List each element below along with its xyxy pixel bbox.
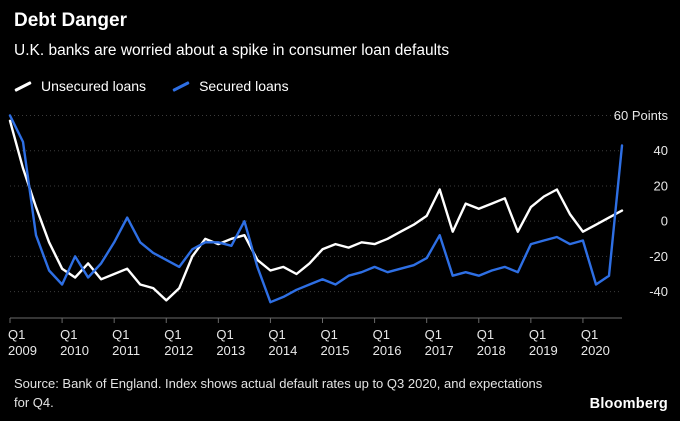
legend-item-unsecured-loans: Unsecured loans	[14, 78, 146, 94]
x-axis-label-year: 2014	[268, 343, 297, 358]
y-axis-label: 40	[654, 143, 668, 158]
x-axis-label-quarter: Q1	[321, 327, 338, 342]
x-axis-label-quarter: Q1	[164, 327, 181, 342]
chart-subtitle: U.K. banks are worried about a spike in …	[14, 42, 450, 59]
x-axis-label-year: 2016	[373, 343, 402, 358]
x-axis-label-quarter: Q1	[112, 327, 129, 342]
x-axis-label-year: 2020	[581, 343, 610, 358]
legend-item-secured-loans: Secured loans	[172, 78, 289, 94]
x-axis-label-quarter: Q1	[268, 327, 285, 342]
x-axis-label-quarter: Q1	[529, 327, 546, 342]
chart-title: Debt Danger	[14, 10, 127, 31]
legend-label-unsecured: Unsecured loans	[41, 78, 147, 94]
x-axis-label-quarter: Q1	[477, 327, 494, 342]
x-axis-label-year: 2015	[321, 343, 350, 358]
x-axis-label-quarter: Q1	[373, 327, 390, 342]
series-line-secured-loans	[8, 114, 624, 304]
x-axis-label-quarter: Q1	[425, 327, 442, 342]
legend-label-secured: Secured loans	[199, 78, 289, 94]
legend: Unsecured loans Secured loans	[14, 78, 289, 94]
y-axis-label: 20	[654, 178, 668, 193]
y-axis-label: -40	[649, 284, 668, 299]
x-axis-label-year: 2009	[8, 343, 37, 358]
x-axis-label-quarter: Q1	[581, 327, 598, 342]
y-axis-label: -20	[649, 249, 668, 264]
x-axis-label-year: 2013	[216, 343, 245, 358]
x-axis-label-year: 2019	[529, 343, 558, 358]
x-axis-label-quarter: Q1	[8, 327, 25, 342]
y-axis-label: 60 Points	[614, 108, 669, 123]
x-axis-label-quarter: Q1	[60, 327, 77, 342]
source-note: Source: Bank of England. Index shows act…	[14, 376, 543, 410]
x-axis-label-year: 2012	[164, 343, 193, 358]
series-line-unsecured-loans	[8, 119, 624, 302]
x-axis-label-quarter: Q1	[216, 327, 233, 342]
x-axis-label-year: 2017	[425, 343, 454, 358]
x-axis-label-year: 2010	[60, 343, 89, 358]
x-axis-label-year: 2011	[112, 343, 140, 358]
y-axis-label: 0	[661, 214, 668, 229]
bloomberg-logo: Bloomberg	[589, 396, 668, 412]
x-axis-label-year: 2018	[477, 343, 506, 358]
